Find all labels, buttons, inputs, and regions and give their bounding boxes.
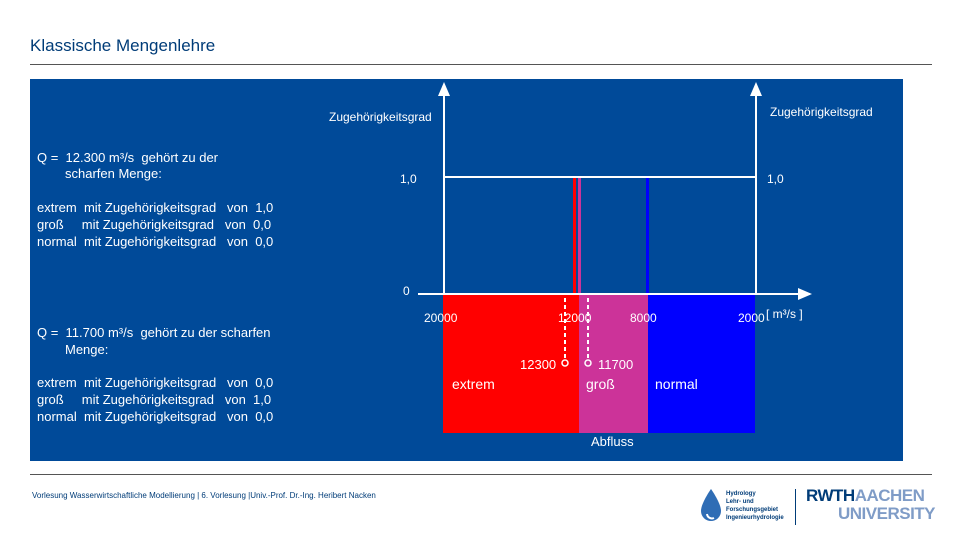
- tick-2000: 2000: [738, 311, 765, 325]
- rwth-logo: RWTHAACHEN UNIVERSITY: [806, 486, 936, 523]
- unit-label: [ m³/s ]: [766, 307, 803, 321]
- set-extrem-block: [443, 294, 579, 433]
- y-axis-label-left: Zugehörigkeitsgrad: [329, 110, 432, 124]
- q1-heading-cont: scharfen Menge:: [65, 166, 162, 181]
- footer-text: Vorlesung Wasserwirtschaftliche Modellie…: [32, 491, 376, 500]
- tick-one-right: 1,0: [767, 172, 784, 186]
- x-axis: [418, 293, 810, 295]
- bottom-divider: [30, 474, 932, 475]
- set-normal-block: [648, 294, 755, 433]
- q2-heading: Q = 11.700 m³/s gehört zu der scharfen: [37, 325, 271, 340]
- x-axis-label: Abfluss: [591, 434, 634, 449]
- q1-row-normal: normal mit Zugehörigkeitsgrad von 0,0: [37, 234, 274, 249]
- set-extrem-label: extrem: [452, 376, 495, 392]
- tick-one-left: 1,0: [400, 172, 417, 186]
- logo-divider: [795, 489, 796, 525]
- hydrology-logo-text: Hydrology Lehr- und Forschungsgebiet Ing…: [726, 491, 784, 521]
- q1-heading: Q = 12.300 m³/s gehört zu der: [37, 150, 219, 165]
- q2-heading-cont: Menge:: [65, 342, 109, 357]
- tick-12000: 12000: [558, 311, 592, 325]
- membership-line-gross: [578, 176, 581, 294]
- tick-20000: 20000: [424, 311, 458, 325]
- membership-line-extrem: [573, 176, 576, 294]
- q2-row-normal: normal mit Zugehörigkeitsgrad von 0,0: [37, 409, 274, 424]
- q2-row-extrem: extrem mit Zugehörigkeitsgrad von 0,0: [37, 375, 274, 390]
- marker-12300-label: 12300: [520, 357, 557, 372]
- set-normal-label: normal: [655, 376, 698, 392]
- tick-8000: 8000: [630, 311, 657, 325]
- q2-row-gross: groß mit Zugehörigkeitsgrad von 1,0: [37, 392, 272, 407]
- y-axis-right: [755, 92, 757, 295]
- top-divider: [30, 64, 932, 65]
- membership-line-normal: [646, 176, 649, 294]
- marker-11700-label: 11700: [598, 357, 634, 372]
- y-axis-label-right: Zugehörigkeitsgrad: [770, 105, 873, 119]
- set-gross-label: groß: [586, 376, 615, 392]
- slide-title: Klassische Mengenlehre: [30, 36, 216, 55]
- q1-row-extrem: extrem mit Zugehörigkeitsgrad von 1,0: [37, 200, 274, 215]
- y-axis-left: [443, 92, 445, 295]
- water-drop-logo: [701, 489, 721, 521]
- level-one-line: [443, 176, 756, 178]
- tick-zero: 0: [403, 284, 410, 298]
- q1-row-gross: groß mit Zugehörigkeitsgrad von 0,0: [37, 217, 272, 232]
